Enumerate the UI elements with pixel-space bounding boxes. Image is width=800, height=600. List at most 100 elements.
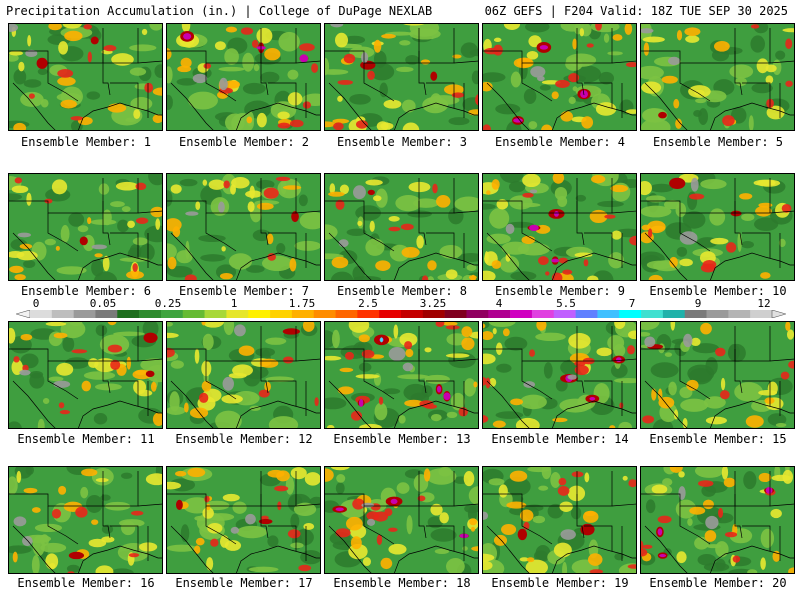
precip-contour	[324, 355, 342, 361]
precip-contour	[642, 544, 653, 549]
gulf-coastline	[77, 545, 163, 574]
precip-contour	[13, 356, 20, 363]
precip-contour	[409, 28, 441, 40]
precip-contour	[187, 467, 206, 478]
precip-contour	[278, 31, 300, 52]
state-border	[576, 178, 585, 246]
precip-contour	[460, 42, 479, 58]
precip-contour	[559, 501, 573, 512]
precip-contour	[8, 327, 16, 344]
panel-label: Ensemble Member: 17	[175, 576, 313, 590]
precip-contour	[373, 39, 382, 53]
precip-contour	[14, 177, 23, 184]
precip-contour	[219, 535, 229, 548]
precip-contour	[388, 543, 407, 555]
precip-contour	[90, 219, 117, 226]
precip-map	[640, 23, 795, 131]
precip-contour	[170, 184, 182, 194]
precip-contour	[555, 79, 570, 88]
precip-contour	[53, 332, 68, 339]
precip-contour	[529, 189, 538, 194]
precip-contour	[176, 78, 198, 86]
colorbar-left-arrow	[16, 310, 31, 318]
precip-contour	[143, 332, 158, 344]
precip-contour	[451, 92, 465, 98]
panel-label: Ensemble Member: 13	[333, 432, 471, 446]
colorbar-tick-label: 2.5	[358, 297, 378, 310]
precip-contour	[764, 397, 775, 404]
precip-contour	[526, 557, 535, 563]
precip-contour	[555, 379, 568, 392]
precip-contour	[390, 498, 398, 504]
precip-contour	[532, 515, 546, 524]
precip-contour	[388, 226, 401, 232]
precip-map	[166, 23, 321, 131]
precip-contour	[496, 199, 509, 210]
precip-contour	[335, 507, 344, 512]
precip-contour	[541, 124, 553, 131]
precip-contour	[225, 26, 238, 33]
precip-contour	[298, 194, 308, 207]
precip-contour	[62, 336, 75, 352]
precip-contour	[454, 196, 479, 212]
precip-contour	[400, 223, 414, 231]
precip-contour	[560, 23, 584, 32]
panel-label: Ensemble Member: 7	[178, 284, 310, 298]
precip-contour	[90, 36, 99, 45]
precip-contour	[331, 256, 349, 269]
precip-contour	[19, 369, 31, 376]
precip-contour	[20, 333, 33, 341]
precip-contour	[176, 250, 193, 264]
state-border	[734, 326, 743, 394]
precip-contour	[224, 80, 240, 89]
ensemble-map-panel	[166, 321, 321, 429]
precip-contour	[523, 88, 537, 104]
precip-contour	[303, 523, 315, 530]
precip-map	[324, 321, 479, 429]
precip-contour	[86, 91, 101, 100]
precip-contour	[230, 184, 236, 195]
state-border	[742, 525, 771, 551]
precip-contour	[376, 121, 389, 131]
precip-contour	[627, 564, 637, 569]
precip-contour	[486, 190, 491, 195]
mexico-border	[486, 82, 531, 131]
precip-contour	[238, 345, 255, 356]
precip-contour	[493, 37, 502, 43]
colorbar-swatch	[51, 310, 74, 318]
precip-contour	[560, 529, 576, 540]
precip-contour	[584, 472, 590, 483]
colorbar-swatch	[226, 310, 249, 318]
precip-contour	[369, 220, 375, 232]
precip-contour	[700, 178, 727, 190]
precip-contour	[260, 515, 269, 520]
map-frame	[640, 466, 795, 574]
state-border	[295, 358, 321, 362]
precip-contour	[445, 269, 458, 280]
precip-contour	[547, 503, 564, 519]
precip-contour	[651, 484, 668, 495]
precip-contour	[232, 501, 247, 514]
precip-contour	[166, 94, 173, 110]
precip-contour	[614, 377, 637, 384]
precip-contour	[417, 495, 426, 502]
precip-contour	[287, 529, 301, 539]
precip-contour	[780, 371, 790, 380]
precip-map	[640, 466, 795, 574]
precip-contour	[337, 386, 354, 395]
precip-contour	[131, 510, 144, 516]
precip-contour	[365, 238, 385, 256]
precip-contour	[28, 93, 35, 99]
map-frame	[482, 321, 637, 429]
precip-contour	[568, 96, 576, 105]
precip-contour	[130, 97, 153, 111]
precip-contour	[329, 183, 336, 195]
state-border	[295, 503, 321, 507]
precip-contour	[22, 364, 29, 372]
ensemble-map-panel	[324, 321, 479, 429]
precip-contour	[573, 65, 602, 83]
precip-contour	[404, 341, 413, 350]
precip-contour	[234, 324, 246, 337]
precip-contour	[608, 252, 624, 269]
precip-contour	[785, 80, 793, 87]
